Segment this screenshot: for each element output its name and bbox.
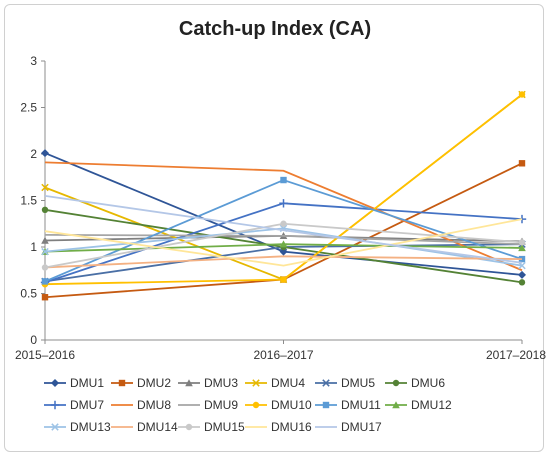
series-line — [44, 255, 523, 269]
legend-label: DMU5 — [341, 376, 375, 390]
legend-label: DMU10 — [271, 398, 312, 412]
legend-marker — [392, 401, 400, 409]
data-point — [518, 160, 526, 167]
legend-label: DMU16 — [271, 420, 312, 434]
series-line — [44, 218, 523, 267]
legend-item-dmu2: DMU2 — [111, 376, 171, 390]
axes: 0 0.5 1 1.5 2 2.5 3 2015–2016 2016–2017 2017–2018 — [15, 54, 546, 362]
legend-item-dmu9: DMU9 — [178, 398, 238, 412]
legend-label: DMU2 — [137, 376, 171, 390]
series-dmu9 — [44, 234, 523, 246]
legend-item-dmu12: DMU12 — [385, 398, 452, 412]
legend-item-dmu3: DMU3 — [178, 376, 238, 390]
data-point — [518, 270, 526, 279]
data-point — [41, 264, 49, 271]
legend-label: DMU13 — [70, 420, 111, 434]
legend-label: DMU11 — [341, 398, 381, 412]
data-point — [518, 91, 526, 98]
data-point — [41, 278, 49, 285]
legend-item-dmu8: DMU8 — [111, 398, 171, 412]
data-point — [518, 279, 526, 286]
data-point — [41, 149, 49, 158]
legend-marker — [118, 379, 126, 387]
series-dmu17 — [44, 194, 523, 264]
data-point — [280, 276, 287, 283]
series-layer — [40, 90, 527, 301]
series-dmu14 — [44, 255, 523, 269]
legend-label: DMU6 — [411, 376, 445, 390]
x-tick-label: 2015–2016 — [15, 348, 75, 362]
legend-item-dmu10: DMU10 — [245, 398, 312, 412]
data-point — [41, 247, 49, 256]
series-line — [44, 194, 523, 264]
legend-label: DMU12 — [411, 398, 452, 412]
data-point — [41, 236, 49, 244]
data-point — [518, 239, 526, 246]
data-point — [41, 294, 49, 301]
legend-marker — [51, 423, 59, 431]
series-line — [44, 161, 523, 272]
legend-label: DMU15 — [204, 420, 245, 434]
data-point — [518, 244, 526, 252]
y-tick-label: 2 — [30, 147, 37, 161]
y-tick-label: 2.5 — [20, 101, 37, 115]
legend-item-dmu15: DMU15 — [178, 420, 245, 434]
legend-marker — [51, 379, 59, 387]
x-tick-label: 2016–2017 — [253, 348, 313, 362]
legend: DMU1 DMU2 DMU3 DMU4 DMU5 DMU6 DMU7 DMU8 DMU9 DMU1… — [44, 376, 452, 434]
data-point — [279, 199, 288, 208]
series-dmu8 — [44, 161, 523, 272]
data-point — [279, 240, 288, 248]
legend-marker — [50, 400, 60, 410]
x-tick-label: 2017–2018 — [486, 348, 546, 362]
legend-marker — [322, 379, 330, 387]
legend-item-dmu4: DMU4 — [245, 376, 305, 390]
data-point — [41, 183, 49, 192]
data-point — [280, 176, 287, 184]
legend-item-dmu7: DMU7 — [44, 398, 104, 412]
legend-marker — [252, 401, 260, 409]
legend-label: DMU7 — [70, 398, 104, 412]
legend-label: DMU1 — [70, 376, 104, 390]
legend-marker — [322, 401, 330, 409]
y-tick-label: 1 — [30, 240, 37, 254]
series-dmu15 — [41, 220, 526, 271]
legend-label: DMU8 — [137, 398, 171, 412]
series-line — [44, 234, 523, 246]
legend-marker — [185, 379, 193, 387]
legend-item-dmu5: DMU5 — [315, 376, 375, 390]
legend-item-dmu14: DMU14 — [111, 420, 178, 434]
legend-label: DMU14 — [137, 420, 178, 434]
chart-title: Catch-up Index (CA) — [178, 18, 372, 40]
data-point — [518, 261, 526, 270]
legend-marker — [392, 379, 400, 387]
data-point — [41, 206, 49, 213]
y-tick-label: 0 — [30, 333, 37, 347]
series-dmu13 — [41, 224, 526, 270]
legend-label: DMU4 — [271, 376, 305, 390]
legend-item-dmu13: DMU13 — [44, 420, 111, 434]
legend-item-dmu1: DMU1 — [44, 376, 104, 390]
y-tick-label: 0.5 — [20, 287, 37, 301]
legend-marker — [185, 423, 193, 431]
series-dmu16 — [44, 218, 523, 267]
legend-label: DMU17 — [341, 420, 382, 434]
legend-label: DMU3 — [204, 376, 238, 390]
legend-label: DMU9 — [204, 398, 238, 412]
legend-item-dmu17: DMU17 — [315, 420, 382, 434]
legend-item-dmu11: DMU11 — [315, 398, 381, 412]
legend-marker — [252, 379, 260, 387]
legend-item-dmu6: DMU6 — [385, 376, 445, 390]
y-tick-label: 1.5 — [20, 194, 37, 208]
legend-item-dmu16: DMU16 — [245, 420, 312, 434]
y-tick-label: 3 — [30, 54, 37, 68]
data-point — [280, 220, 287, 227]
